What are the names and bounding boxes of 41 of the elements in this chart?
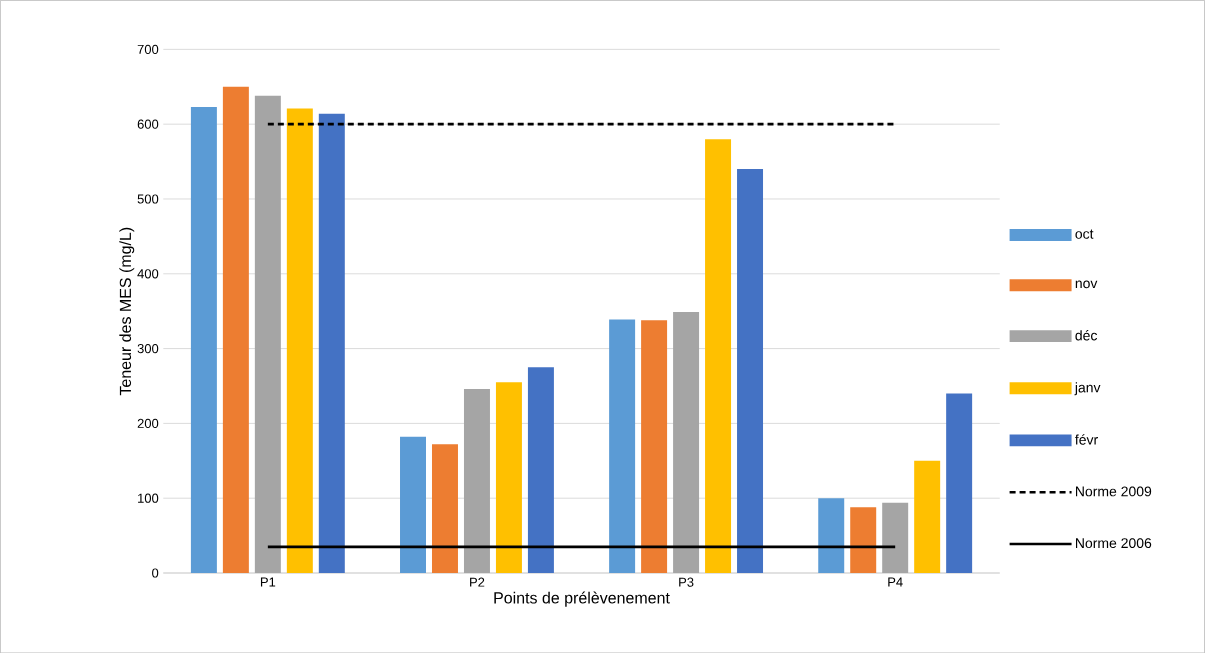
bar <box>609 319 636 573</box>
bar <box>641 319 668 573</box>
x-tick-label: P3 <box>679 577 694 587</box>
bar <box>850 507 877 573</box>
legend-label: Norme 2009 <box>1076 486 1152 497</box>
bar <box>432 444 458 573</box>
bar <box>190 106 217 573</box>
legend-label: déc <box>1075 329 1098 341</box>
y-tick-label: 400 <box>137 269 159 279</box>
bar <box>254 95 281 573</box>
y-tick-label: 700 <box>137 44 159 54</box>
x-axis-title: Points de prélèvenement <box>494 591 670 607</box>
legend-label: nov <box>1075 280 1098 289</box>
bar <box>463 388 490 573</box>
y-axis-title: Teneur des MES (mg/L) <box>119 227 135 396</box>
bar <box>818 498 845 573</box>
x-tick-label: P2 <box>470 577 485 587</box>
y-tick-label: 200 <box>137 418 159 428</box>
x-tick-label: P1 <box>260 577 276 587</box>
legend-label: Norme 2006 <box>1076 537 1152 548</box>
bar <box>286 108 313 573</box>
bar <box>946 393 973 573</box>
x-tick-label: P4 <box>888 577 903 587</box>
bar <box>495 382 522 573</box>
bar <box>882 502 909 573</box>
bar <box>673 311 700 573</box>
bar <box>318 113 345 573</box>
bar <box>400 436 426 573</box>
y-tick-label: 100 <box>138 493 159 503</box>
y-tick-label: 0 <box>152 568 159 578</box>
y-tick-label: 300 <box>137 343 159 354</box>
bar <box>222 86 249 573</box>
bar <box>527 367 554 573</box>
legend-label: janv <box>1074 382 1101 396</box>
legend-label: févr <box>1075 434 1098 445</box>
bar <box>914 460 941 573</box>
bar <box>705 138 732 573</box>
bar <box>737 168 764 573</box>
y-tick-label: 500 <box>137 194 159 204</box>
y-tick-label: 600 <box>137 119 159 129</box>
legend-label: oct <box>1075 229 1094 239</box>
